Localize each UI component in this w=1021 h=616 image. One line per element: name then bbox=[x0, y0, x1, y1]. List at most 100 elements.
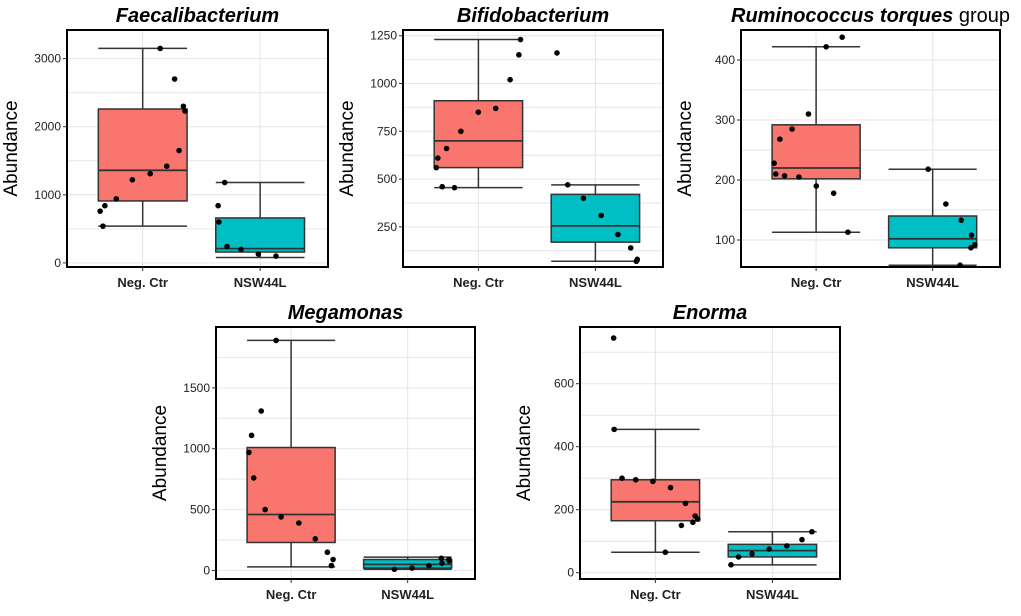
data-point bbox=[433, 164, 440, 171]
panel-title-taxon: Enorma bbox=[673, 302, 747, 324]
x-tick-label: Neg. Ctr bbox=[117, 275, 168, 290]
x-tick-label: NSW44L bbox=[906, 275, 959, 290]
y-axis-label: Abundance bbox=[514, 405, 535, 501]
data-point bbox=[805, 111, 812, 117]
data-point bbox=[615, 231, 621, 238]
data-point bbox=[458, 128, 464, 135]
panel-title-taxon: Faecalibacterium bbox=[116, 5, 279, 27]
panel-title: Bifidobacterium bbox=[457, 5, 609, 27]
y-tick-label: 0 bbox=[203, 563, 210, 577]
data-point bbox=[278, 514, 284, 520]
y-tick-label: 3000 bbox=[34, 52, 61, 66]
y-axis-label: Abundance bbox=[337, 100, 358, 196]
data-point bbox=[694, 516, 701, 522]
box-iqr bbox=[246, 446, 336, 544]
plot-frame bbox=[215, 326, 476, 580]
data-point bbox=[246, 449, 252, 456]
panel-1: 250 500 750 1000 1250 Neg. Ctr NSW44L Abundance… bbox=[337, 5, 664, 290]
data-point bbox=[564, 182, 571, 188]
x-tick-label: Neg. Ctr bbox=[453, 275, 504, 290]
data-point bbox=[216, 219, 222, 225]
x-tick-label: NSW44L bbox=[569, 275, 622, 290]
data-point bbox=[250, 475, 257, 481]
data-point bbox=[682, 500, 689, 507]
y-tick-label: 1000 bbox=[370, 77, 397, 91]
data-point bbox=[823, 44, 830, 50]
data-point bbox=[799, 536, 805, 543]
data-point bbox=[839, 34, 845, 40]
y-tick-label: 1000 bbox=[34, 188, 61, 202]
data-point bbox=[784, 543, 790, 549]
data-point bbox=[296, 520, 302, 526]
x-tick-label: NSW44L bbox=[234, 275, 287, 290]
data-point bbox=[735, 554, 742, 560]
data-point bbox=[262, 506, 268, 513]
data-point bbox=[273, 337, 279, 344]
x-tick-label: Neg. Ctr bbox=[791, 275, 842, 290]
data-point bbox=[176, 147, 182, 154]
data-point bbox=[147, 170, 154, 177]
data-point bbox=[968, 245, 974, 251]
data-point bbox=[943, 201, 949, 207]
y-tick-label: 2000 bbox=[34, 120, 61, 134]
data-point bbox=[163, 163, 170, 170]
data-point bbox=[248, 432, 255, 439]
data-point bbox=[129, 177, 136, 183]
data-point bbox=[766, 546, 772, 552]
panel-title-taxon: Bifidobacterium bbox=[457, 5, 609, 27]
data-point bbox=[324, 549, 331, 556]
data-point bbox=[650, 478, 656, 485]
data-point bbox=[781, 173, 788, 179]
data-point bbox=[438, 555, 445, 562]
data-point bbox=[678, 522, 685, 529]
y-tick-label: 400 bbox=[715, 53, 735, 67]
data-point bbox=[554, 50, 560, 56]
data-point bbox=[830, 190, 837, 196]
y-tick-label: 0 bbox=[567, 566, 574, 580]
y-tick-label: 200 bbox=[554, 503, 574, 517]
y-tick-label: 500 bbox=[190, 503, 210, 517]
y-tick-label: 400 bbox=[554, 440, 574, 454]
panel-4: 0 200 400 600 Neg. Ctr NSW44L Abundance Enorma bbox=[514, 302, 841, 602]
data-point bbox=[845, 229, 851, 235]
data-point bbox=[968, 232, 975, 238]
data-point bbox=[182, 108, 188, 114]
y-axis-label: Abundance bbox=[675, 100, 696, 196]
data-point bbox=[772, 171, 779, 177]
data-point bbox=[958, 217, 964, 223]
data-point bbox=[439, 560, 445, 566]
box-neg-ctr bbox=[610, 335, 701, 556]
data-point bbox=[771, 160, 777, 166]
box-nsw44l bbox=[887, 166, 978, 269]
y-axis-label: Abundance bbox=[1, 100, 22, 196]
box-neg-ctr bbox=[246, 337, 336, 569]
y-tick-label: 600 bbox=[554, 377, 574, 391]
data-point bbox=[221, 179, 228, 186]
data-point bbox=[426, 562, 432, 569]
data-point bbox=[446, 557, 452, 564]
data-point bbox=[443, 145, 450, 152]
y-tick-label: 0 bbox=[54, 256, 61, 270]
panel-3: 0 500 1000 1500 Neg. Ctr NSW44L Abundance Megam… bbox=[150, 302, 476, 602]
data-point bbox=[328, 562, 335, 569]
panel-0: 0 1000 2000 3000 Neg. Ctr NSW44L Abundance Faec… bbox=[1, 5, 329, 290]
y-tick-label: 200 bbox=[715, 173, 735, 187]
data-point bbox=[102, 202, 108, 209]
box-neg-ctr bbox=[97, 45, 188, 229]
data-point bbox=[728, 562, 734, 568]
plot-frame bbox=[579, 326, 841, 580]
data-point bbox=[330, 556, 336, 563]
data-point bbox=[690, 519, 696, 526]
data-point bbox=[255, 251, 262, 257]
data-point bbox=[312, 536, 319, 542]
data-point bbox=[171, 76, 178, 82]
data-point bbox=[100, 223, 106, 229]
y-tick-label: 750 bbox=[377, 124, 397, 138]
data-point bbox=[391, 566, 398, 573]
data-point bbox=[516, 52, 522, 58]
data-point bbox=[475, 109, 482, 115]
box-iqr bbox=[550, 193, 641, 243]
data-point bbox=[451, 184, 458, 191]
data-point bbox=[633, 258, 640, 265]
y-tick-label: 300 bbox=[715, 113, 735, 127]
